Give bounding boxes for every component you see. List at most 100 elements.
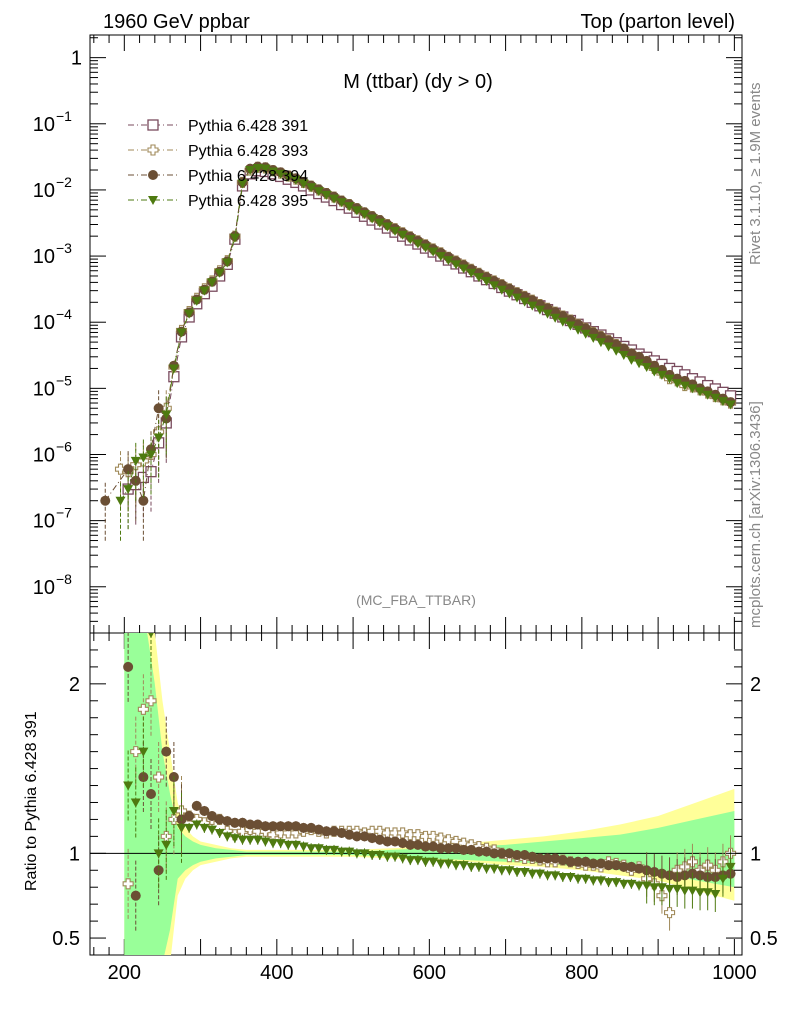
ratio-point [420,857,431,867]
legend-marker [147,119,159,131]
ratio-point [550,853,561,864]
data-point [237,179,248,189]
ratio-point [496,866,507,876]
ratio-point [161,746,172,757]
data-point [367,214,378,224]
ratio-point [679,886,690,896]
ratio-point [214,828,225,838]
ratio-point [260,837,271,847]
uncertainty-band [124,633,735,955]
data-point [519,297,530,307]
main-series-group [100,161,737,541]
data-point [176,328,187,338]
ratio-point [138,747,149,757]
ratio-point [229,817,240,828]
ratio-y-tick-label: 0.5 [52,928,80,950]
data-point [527,301,538,311]
ratio-point [168,806,179,816]
ratio-point [351,849,362,859]
data-point [428,247,439,257]
ratio-point [702,888,713,898]
ratio-y-tick-label-right: 0.5 [750,928,778,950]
data-point [382,222,393,232]
main-y-axis: 110−110−210−310−410−510−610−710−8 [33,37,742,634]
ratio-point [344,847,355,857]
legend-label: Pythia 6.428 394 [188,168,308,185]
ratio-point [458,861,469,871]
data-point [153,403,164,414]
data-point [710,393,721,403]
ratio-point [443,843,454,854]
ratio-point [214,814,225,825]
y-tick-exponent: −3 [56,240,72,256]
ratio-point [306,822,317,833]
ratio-point [374,851,385,861]
y-tick-label: 10 [33,312,55,334]
ratio-point [359,831,370,842]
ratio-point [404,829,416,841]
data-point [611,346,622,356]
ratio-point [336,827,347,838]
ratio-point [359,849,370,859]
main-panel: 110−110−210−310−410−510−610−710−8 [33,34,743,634]
data-point [534,305,545,315]
ratio-point [527,869,538,879]
data-point [229,233,240,243]
ratio-point [595,876,606,886]
ratio-point [222,816,233,827]
ratio-point [420,841,431,852]
data-point [550,313,561,323]
ratio-series-1 [122,665,737,931]
ratio-point [412,839,423,850]
ratio-point [321,845,332,855]
data-point [313,187,324,197]
ratio-point [184,811,195,822]
x-tick-label: 400 [260,962,293,984]
ratio-point [550,871,561,881]
ratio-point [148,633,154,638]
data-point [717,397,728,407]
ratio-point [137,703,149,715]
data-point [138,495,149,506]
ratio-point [565,873,576,883]
ratio-point [122,878,134,890]
data-point [603,342,614,352]
uncertainty-band [124,633,735,955]
ratio-point [306,844,317,854]
ratio-point [557,855,568,866]
data-point [626,355,637,365]
x-tick-label: 800 [565,962,598,984]
ratio-point [252,835,263,845]
ratio-point [397,827,409,839]
data-point [336,198,347,208]
ratio-point [611,878,622,888]
ratio-point [130,798,141,808]
ratio-point [390,852,401,862]
data-point [283,172,294,182]
data-point [130,456,141,466]
y-tick-exponent: −5 [56,372,72,388]
ratio-point [656,883,667,893]
legend-label: Pythia 6.428 395 [188,193,308,210]
data-point [321,190,332,200]
ratio-point [664,907,676,919]
data-point [489,281,500,291]
ratio-point [199,805,210,816]
ratio-point [565,856,576,867]
ratio-point [298,842,309,852]
ratio-point [443,859,454,869]
ratio-point [313,844,324,854]
data-point [359,210,370,220]
ratio-point [351,831,362,842]
ratio-point [290,840,301,850]
ratio-point [191,800,202,811]
y-tick-label: 10 [33,180,55,202]
data-point [199,286,210,296]
data-point [351,206,362,216]
ratio-point [672,884,683,894]
ratio-point [260,821,271,832]
ratio-point [252,819,263,830]
ratio-point [419,830,432,842]
ratio-point [664,884,675,894]
ratio-point [336,847,347,857]
